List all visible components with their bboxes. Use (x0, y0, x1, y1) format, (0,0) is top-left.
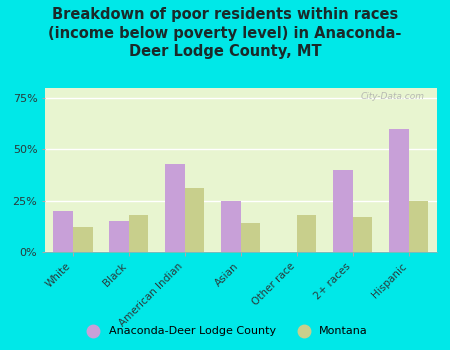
Bar (241, 223, 260, 252)
Legend: Anaconda-Deer Lodge County, Montana: Anaconda-Deer Lodge County, Montana (77, 322, 373, 341)
Text: Breakdown of poor residents within races
(income below poverty level) in Anacond: Breakdown of poor residents within races… (48, 7, 402, 59)
Bar (221, 201, 241, 252)
Bar (333, 170, 353, 252)
Bar (185, 188, 204, 252)
Bar (389, 129, 409, 252)
Bar (73, 228, 93, 252)
Bar (165, 163, 185, 252)
Bar (353, 217, 372, 252)
Bar (297, 215, 316, 252)
Bar (409, 201, 428, 252)
Bar (54, 211, 73, 252)
Bar (109, 221, 129, 252)
Text: City-Data.com: City-Data.com (361, 92, 425, 102)
Bar (129, 215, 148, 252)
